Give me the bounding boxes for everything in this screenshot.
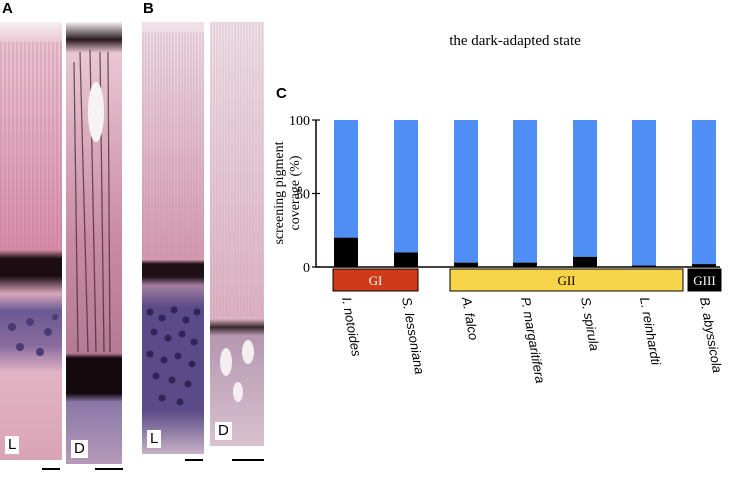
micrograph-a-dark: D — [66, 22, 122, 464]
bar-segment-uncovered — [513, 120, 537, 263]
micrograph-b-light-label: L — [147, 430, 162, 448]
category-label: L. reinhardti — [637, 296, 664, 367]
bar-segment-uncovered — [334, 120, 358, 238]
category-label: P. margaritifera — [518, 296, 548, 384]
y-tick-label: 100 — [289, 114, 310, 129]
group-box-gii — [449, 268, 684, 292]
micrograph-a-light-image — [0, 22, 62, 460]
bar-segment-uncovered — [394, 120, 418, 253]
panel-letter-b: B — [143, 0, 154, 17]
micrograph-a-dark-image — [66, 22, 122, 464]
group-label-gii: GII — [557, 273, 575, 288]
chart-title: the dark-adapted state — [449, 33, 581, 49]
scale-bar-a-light — [42, 468, 60, 470]
scale-bar-b-light — [185, 459, 203, 461]
bar-segment-covered — [454, 262, 478, 267]
group-label-giii: GIII — [693, 273, 715, 288]
y-tick-label: 50 — [296, 188, 310, 203]
bar-segment-covered — [334, 237, 358, 267]
scale-bar-a-dark — [95, 468, 123, 470]
category-label: S. lessoniana — [399, 296, 427, 375]
y-axis-label-line: screening pigment — [272, 141, 287, 244]
bar-segment-covered — [573, 256, 597, 267]
category-label: B. abyssicola — [697, 296, 725, 374]
micrograph-b-dark-image — [210, 22, 264, 446]
micrograph-a-light-label: L — [5, 436, 20, 454]
bar-segment-covered — [632, 265, 656, 267]
y-tick-label: 0 — [303, 261, 310, 276]
panel-letter-c: C — [276, 85, 287, 102]
category-label: I. notoides — [339, 296, 364, 358]
group-box-gi — [332, 268, 419, 292]
panel-letter-a: A — [2, 0, 13, 17]
category-label: A. falco — [459, 295, 481, 341]
bar-segment-covered — [513, 262, 537, 267]
micrograph-b-light-image — [142, 22, 204, 454]
bar-segment-uncovered — [454, 120, 478, 263]
category-label: S. spirula — [578, 296, 602, 352]
micrograph-a-dark-label: D — [71, 440, 88, 458]
bar-segment-uncovered — [573, 120, 597, 257]
group-box-giii — [687, 268, 722, 292]
bar-segment-covered — [394, 252, 418, 267]
y-axis-label-line: coverage (%) — [288, 155, 303, 230]
micrograph-a-light: L — [0, 22, 62, 460]
micrograph-b-dark: D — [210, 22, 264, 446]
micrograph-b-dark-label: D — [215, 422, 232, 440]
bar-segment-covered — [692, 264, 716, 267]
bar-segment-uncovered — [692, 120, 716, 265]
group-label-gi: GI — [369, 273, 383, 288]
scale-bar-b-dark — [232, 459, 264, 461]
bar-segment-uncovered — [632, 120, 656, 266]
micrograph-b-light: L — [142, 22, 204, 454]
